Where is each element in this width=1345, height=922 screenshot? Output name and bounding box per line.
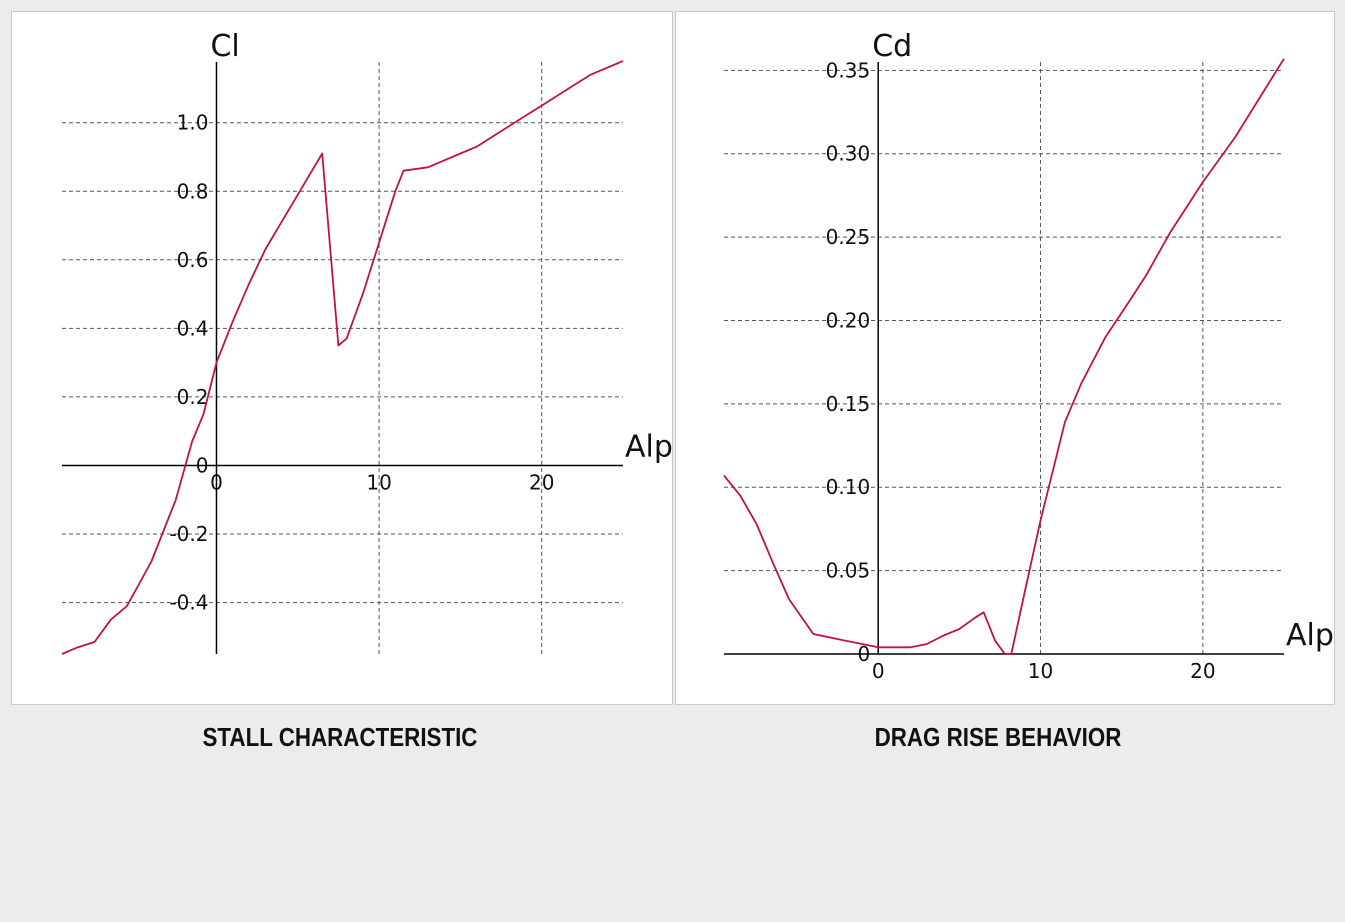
cl-y-tick-label: -0.2 xyxy=(169,522,208,546)
cd-y-tick-label: 0.05 xyxy=(826,559,871,583)
cl-chart-caption: STALL CHARACTERISTIC xyxy=(202,722,478,752)
cl-x-tick-label: 10 xyxy=(366,470,391,494)
cl-y-tick-label: 0.2 xyxy=(177,385,209,409)
cl-y-tick-label: 0.8 xyxy=(177,179,209,203)
cl-y-axis-title: Cl xyxy=(210,29,239,64)
cd-x-axis-title: Alp xyxy=(1286,618,1334,653)
cl-y-tick-label: -0.4 xyxy=(169,591,208,615)
cd-chart-caption: DRAG RISE BEHAVIOR xyxy=(874,722,1122,752)
cd-series-line xyxy=(723,58,1285,655)
cd-y-tick-label: 0.35 xyxy=(826,58,871,82)
cd-x-tick-label: 10 xyxy=(1028,659,1053,683)
cl-series-line xyxy=(61,60,624,655)
cd-y-tick-label: 0.10 xyxy=(826,475,871,499)
cl-chart-panel: 1.0 0.8 0.6 0.4 0.2 0 -0.2 -0.4 0 10 20 Cl Alp xyxy=(11,11,673,705)
cl-x-tick-label: 20 xyxy=(529,470,554,494)
cd-y-axis-title: Cd xyxy=(872,29,912,64)
cd-y-tick-label: 0.30 xyxy=(826,142,871,166)
cl-x-axis-title: Alp xyxy=(625,429,673,464)
cd-y-tick-label: 0.20 xyxy=(826,308,871,332)
cd-y-tick-label: 0.25 xyxy=(826,225,871,249)
cd-x-tick-label: 0 xyxy=(872,659,885,683)
cd-x-tick-label: 20 xyxy=(1190,659,1215,683)
cd-y-tick-label: 0.15 xyxy=(826,392,871,416)
cl-y-tick-label: 0.4 xyxy=(177,316,209,340)
cl-y-tick-label: 0.6 xyxy=(177,248,209,272)
cl-y-tick-label: 1.0 xyxy=(177,111,209,135)
cd-chart-panel: 0.35 0.30 0.25 0.20 0.15 0.10 0.05 0 0 10 20 Cd Alp xyxy=(675,11,1335,705)
